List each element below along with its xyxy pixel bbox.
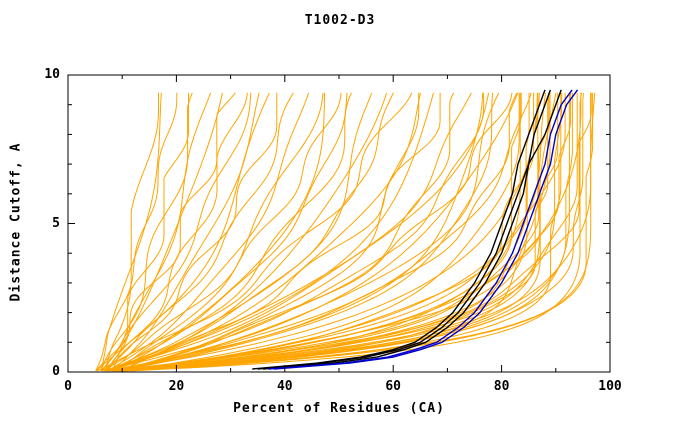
black-model-curve-3	[257, 89, 562, 370]
y-tick-label: 5	[52, 215, 60, 231]
orange-model-curve	[125, 92, 570, 372]
x-tick-label: 20	[168, 379, 185, 394]
orange-model-curve	[124, 92, 520, 372]
orange-model-curve	[104, 92, 373, 372]
orange-model-curve	[96, 92, 270, 372]
orange-model-curve	[117, 92, 494, 372]
orange-model-curve	[123, 92, 550, 372]
orange-model-curve	[121, 92, 592, 372]
orange-model-curve	[113, 92, 539, 372]
orange-model-curve	[112, 92, 260, 372]
orange-model-curve	[131, 92, 582, 372]
orange-model-curve	[118, 92, 594, 372]
x-tick-label: 40	[276, 379, 293, 394]
orange-model-curve	[117, 92, 324, 372]
orange-model-curve	[105, 92, 485, 372]
orange-model-curve	[132, 92, 562, 372]
orange-model-curve	[116, 92, 420, 372]
orange-model-curve	[121, 92, 513, 372]
orange-model-curve	[106, 92, 189, 372]
x-tick-label: 80	[493, 379, 510, 394]
orange-model-curve	[106, 92, 248, 372]
x-tick-label: 100	[598, 379, 622, 394]
y-axis-label: Distance Cutoff, A	[8, 142, 24, 302]
orange-model-curve	[104, 92, 472, 372]
orange-model-curve	[119, 92, 441, 372]
orange-model-curve	[130, 92, 540, 372]
orange-model-curve	[107, 92, 310, 372]
blue-model-curve-1	[268, 89, 573, 370]
orange-model-curve	[106, 92, 278, 372]
x-tick-label: 60	[385, 379, 402, 394]
black-model-curve-2	[263, 89, 552, 370]
orange-model-curve	[102, 92, 342, 372]
orange-model-curve	[116, 92, 455, 372]
orange-model-curve	[104, 92, 434, 372]
orange-model-curve	[121, 92, 596, 372]
orange-model-curve	[101, 92, 223, 372]
x-axis-label: Percent of Residues (CA)	[233, 401, 445, 416]
y-tick-label: 0	[52, 364, 60, 379]
orange-model-curve	[109, 92, 490, 372]
orange-model-curve	[121, 92, 519, 372]
orange-model-curve	[120, 92, 530, 372]
orange-model-curve	[100, 92, 162, 371]
orange-model-curve	[119, 92, 522, 372]
orange-model-curve	[105, 92, 159, 371]
orange-model-curve	[113, 92, 352, 372]
x-tick-label: 0	[64, 379, 72, 394]
orange-model-curve	[112, 92, 521, 372]
orange-model-curve	[125, 92, 547, 372]
orange-model-curve	[109, 92, 421, 372]
orange-model-curve	[108, 92, 394, 372]
orange-model-curve	[113, 92, 325, 372]
orange-model-curve	[112, 92, 484, 372]
orange-model-curve	[123, 92, 549, 372]
orange-model-curve	[95, 92, 178, 372]
orange-model-curve	[129, 92, 573, 372]
orange-model-curve	[106, 92, 572, 372]
chart-title: T1002-D3	[304, 13, 376, 28]
blue-model-curve-2	[273, 89, 579, 370]
orange-model-curve	[111, 92, 500, 372]
orange-model-curve	[108, 92, 348, 372]
orange-model-curve	[119, 92, 388, 372]
y-tick-label: 10	[44, 67, 60, 82]
black-model-curve-1	[252, 89, 546, 370]
orange-model-curve	[116, 92, 532, 372]
